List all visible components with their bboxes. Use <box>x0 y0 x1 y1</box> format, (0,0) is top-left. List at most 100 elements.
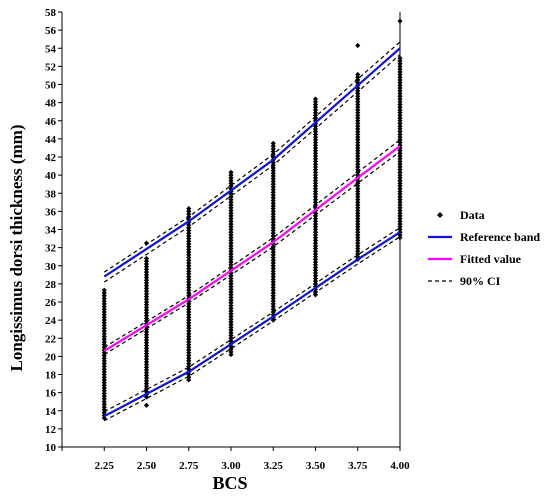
data-point <box>186 314 192 321</box>
data-point <box>228 275 234 282</box>
data-point <box>312 245 319 252</box>
data-point <box>101 328 107 334</box>
data-point <box>397 216 403 222</box>
data-point <box>397 123 403 129</box>
data-point <box>270 222 276 228</box>
data-point <box>101 382 107 388</box>
data-point <box>143 310 150 316</box>
y-tick-label: 44 <box>45 134 57 146</box>
data-point <box>186 320 192 326</box>
data-point <box>186 257 192 263</box>
y-tick-label: 22 <box>45 333 57 345</box>
data-point <box>312 275 319 282</box>
data-point <box>397 109 403 116</box>
data-point <box>397 71 403 78</box>
data-point <box>143 299 150 305</box>
legend-label: 90% CI <box>460 274 501 288</box>
data-point <box>355 137 361 143</box>
data-point <box>312 96 319 102</box>
data-point <box>186 317 192 323</box>
data-point <box>397 205 403 211</box>
data-point <box>312 183 319 189</box>
data-point <box>397 61 403 67</box>
data-point <box>228 172 234 178</box>
data-point <box>143 266 150 272</box>
data-point <box>143 351 150 357</box>
data-point <box>186 274 192 280</box>
data-point <box>228 351 234 358</box>
data-point <box>228 221 234 227</box>
data-point <box>312 150 319 156</box>
data-point <box>228 224 234 230</box>
data-point <box>270 197 276 204</box>
data-point <box>101 363 107 369</box>
data-point <box>312 101 319 108</box>
data-point <box>270 287 276 293</box>
data-point <box>270 254 276 261</box>
data-point <box>397 101 403 108</box>
data-point <box>101 401 107 408</box>
data-point <box>355 218 361 224</box>
data-point <box>355 71 361 78</box>
data-point <box>101 331 107 337</box>
data-point <box>312 112 319 118</box>
data-point <box>270 276 276 282</box>
data-point <box>312 145 319 151</box>
data-point <box>355 205 361 211</box>
data-point <box>143 383 150 389</box>
data-point <box>228 245 234 252</box>
data-point <box>186 208 192 214</box>
x-tick-label: 3.25 <box>264 460 284 472</box>
data-point <box>312 235 319 241</box>
y-tick-label: 58 <box>45 7 57 19</box>
data-point <box>355 221 361 227</box>
data-point <box>397 177 403 184</box>
data-point <box>355 142 361 148</box>
data-point <box>228 327 234 333</box>
data-point <box>228 286 234 292</box>
data-point <box>312 199 319 205</box>
data-point <box>312 137 319 143</box>
data-point <box>270 176 276 182</box>
data-point <box>143 402 150 408</box>
data-point <box>355 77 361 83</box>
data-point <box>397 226 403 233</box>
data-point <box>228 319 234 325</box>
data-point <box>397 93 403 99</box>
data-point <box>228 210 234 216</box>
y-axis-title: Longissimus dorsi thickness (mm) <box>7 124 26 371</box>
reference-band-line <box>103 47 401 278</box>
data-point <box>312 191 319 197</box>
data-point <box>228 196 234 203</box>
data-point <box>355 93 361 99</box>
data-point <box>355 107 361 113</box>
data-point <box>270 143 276 149</box>
data-point <box>101 355 107 361</box>
data-point <box>101 298 107 304</box>
data-point <box>228 349 234 355</box>
data-point <box>228 218 234 224</box>
ci-line <box>103 139 401 348</box>
data-point <box>186 279 192 285</box>
data-point <box>312 175 319 181</box>
data-point <box>186 358 192 364</box>
data-point <box>186 306 192 312</box>
data-point <box>312 224 319 230</box>
data-point <box>143 264 150 270</box>
data-point <box>355 145 361 151</box>
data-point <box>270 260 276 266</box>
data-point <box>355 134 361 140</box>
data-point <box>397 221 403 227</box>
data-point <box>355 109 361 116</box>
data-point <box>101 287 107 293</box>
data-point <box>101 303 107 310</box>
data-point <box>101 358 107 364</box>
data-point <box>228 281 234 287</box>
data-point <box>312 115 319 121</box>
data-point <box>186 325 192 331</box>
data-point <box>228 177 234 184</box>
data-point <box>355 216 361 222</box>
legend: Data Reference band Fitted value 90% CI <box>428 208 540 288</box>
data-point <box>101 301 107 307</box>
